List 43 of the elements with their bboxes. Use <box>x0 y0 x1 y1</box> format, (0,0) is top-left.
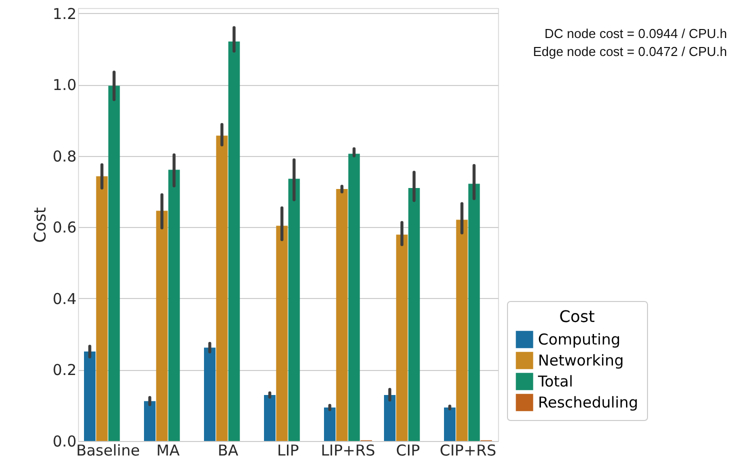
y-tick-label: 1.0 <box>52 76 76 94</box>
y-tick-label: 0.6 <box>52 218 76 237</box>
x-tick-label: Baseline <box>76 442 140 460</box>
bar <box>96 176 108 441</box>
legend-label: Networking <box>538 352 624 370</box>
bar <box>108 86 120 441</box>
bar <box>84 352 96 441</box>
x-tick-label: LIP <box>277 442 299 460</box>
bar <box>336 189 348 441</box>
bar <box>168 170 180 441</box>
y-axis-title: Cost <box>30 207 50 243</box>
bar <box>264 395 276 441</box>
bar <box>396 234 408 441</box>
bar <box>468 184 480 441</box>
legend-label: Computing <box>538 330 620 348</box>
bar <box>384 395 396 441</box>
legend-title: Cost <box>559 307 595 326</box>
bar <box>348 154 360 441</box>
bar <box>408 188 420 441</box>
x-tick-label: LIP+RS <box>320 442 376 460</box>
bar <box>228 42 240 441</box>
bar <box>444 408 456 441</box>
legend-label: Rescheduling <box>538 394 638 412</box>
y-tick-label: 0.8 <box>52 147 76 166</box>
x-tick-label: CIP+RS <box>440 442 496 460</box>
bar <box>216 136 228 441</box>
x-tick-label: BA <box>218 442 240 460</box>
text: Edge node cost = 0.0472 / CPU.h <box>532 44 727 59</box>
x-tick-label: MA <box>156 442 180 460</box>
legend-label: Total <box>537 372 574 390</box>
bar <box>288 178 300 441</box>
bar <box>204 348 216 441</box>
x-tick-label: CIP <box>396 442 420 460</box>
y-tick-label: 0.4 <box>52 290 76 308</box>
text: DC node cost = 0.0944 / CPU.h <box>544 26 727 41</box>
bar <box>144 401 156 441</box>
y-tick-label: 0.2 <box>52 361 76 380</box>
bar <box>156 210 168 441</box>
y-tick-label: 1.2 <box>52 4 76 23</box>
bar <box>456 220 468 441</box>
y-tick-label: 0.0 <box>52 432 76 450</box>
bar <box>324 408 336 441</box>
bar <box>276 226 288 441</box>
